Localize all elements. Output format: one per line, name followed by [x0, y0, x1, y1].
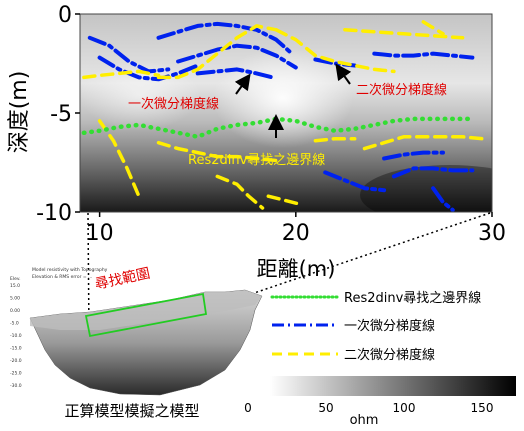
- main-chart: 0 -5 -10 10 20 30 深度(m) 距離(m) 一次微分梯度線 二次微分梯度…: [7, 3, 506, 281]
- series-second-derivative-line: [215, 174, 265, 210]
- series-second-derivative-line: [313, 136, 357, 143]
- colorbar-unit-label: ohm: [350, 413, 379, 427]
- y-axis-label: 深度(m): [7, 71, 32, 154]
- x-axis-label: 距離(m): [257, 257, 336, 281]
- inset-tick-label: -10.0: [10, 333, 22, 339]
- series-first-derivative-line: [87, 35, 171, 74]
- legend-label-first-derivative: 一次微分梯度線: [344, 318, 435, 334]
- inset-tick-label: -15.0: [10, 346, 22, 352]
- inset-tick-label: 5.00: [10, 296, 20, 302]
- inset-tick-label: -20.0: [10, 358, 22, 364]
- inset-tick-label: -5.0: [10, 321, 19, 327]
- series-first-derivative-line: [156, 21, 294, 56]
- x-tick-label: 30: [478, 221, 506, 246]
- y-tick-label: 0: [58, 3, 72, 28]
- x-tick-label: 20: [282, 221, 310, 246]
- inset-y-axis: 15.0 5.00 0.00 -5.0 -10.0 -15.0 -20.0 -25.0 -30.…: [10, 283, 22, 389]
- x-axis: 10 20 30: [86, 212, 506, 246]
- legend-label-second-derivative: 二次微分梯度線: [344, 347, 435, 363]
- inset-axis-unit: Elev.: [10, 276, 21, 282]
- colorbar-tick-label: 0: [244, 401, 252, 415]
- inset-search-range: [84, 292, 208, 338]
- x-tick-label: 10: [86, 221, 114, 246]
- series-first-derivative-line: [391, 166, 475, 179]
- zoom-connector-right: [209, 212, 491, 309]
- y-tick-label: -5: [50, 102, 72, 127]
- inset-tick-label: -25.0: [10, 371, 22, 377]
- series-first-derivative-line: [176, 43, 298, 70]
- series-second-derivative-line: [274, 28, 396, 74]
- annotation-res2dinv-boundary: Res2dinv尋找之邊界線: [188, 152, 325, 168]
- legend: Res2dinv尋找之邊界線 一次微分梯度線 二次微分梯度線: [270, 290, 481, 363]
- colorbar-tick-label: 100: [393, 401, 416, 415]
- series-second-derivative-line: [343, 28, 465, 40]
- series-second-derivative-line: [156, 140, 278, 163]
- colorbar: 0 50 100 150 ohm: [244, 376, 516, 428]
- series-first-derivative-line: [382, 150, 445, 161]
- series-first-derivative-line: [323, 170, 387, 193]
- series-second-derivative-line: [362, 135, 484, 151]
- series-first-derivative-line: [97, 55, 200, 82]
- series-first-derivative-line: [195, 67, 275, 80]
- series-second-derivative-line: [421, 20, 445, 36]
- y-tick-label: -10: [36, 201, 72, 226]
- colorbar-ramp: [270, 376, 516, 396]
- y-axis: 0 -5 -10: [36, 3, 80, 226]
- inset-tick-label: 15.0: [10, 283, 20, 289]
- series-second-derivative-line: [266, 194, 302, 206]
- inset-model: Model resistivity with Topography Elevat…: [10, 265, 263, 420]
- series-second-derivative-line: [82, 69, 161, 80]
- annotation-second-derivative: 二次微分梯度線: [356, 82, 447, 98]
- inset-header-line-2: Elevation & RMS error = ...: [32, 274, 92, 280]
- annotation-arrow-second: [335, 63, 352, 85]
- series-first-derivative-line: [431, 186, 455, 212]
- series-first-derivative-line: [372, 51, 475, 60]
- annotation-first-derivative: 一次微分梯度線: [128, 96, 219, 112]
- colorbar-ticks: 0 50 100 150: [244, 401, 493, 415]
- colorbar-tick-label: 50: [318, 401, 333, 415]
- colorbar-tick-label: 150: [471, 401, 494, 415]
- series-second-derivative-line: [156, 24, 278, 80]
- inset-tick-label: 0.00: [10, 308, 20, 314]
- inset-caption: 正算模型模擬之模型: [64, 402, 199, 420]
- legend-label-boundary: Res2dinv尋找之邊界線: [344, 290, 481, 306]
- inset-header-line-1: Model resistivity with Topography: [32, 267, 108, 273]
- annotation-arrow-first: [234, 73, 251, 95]
- inset-tick-label: -30.0: [10, 383, 22, 389]
